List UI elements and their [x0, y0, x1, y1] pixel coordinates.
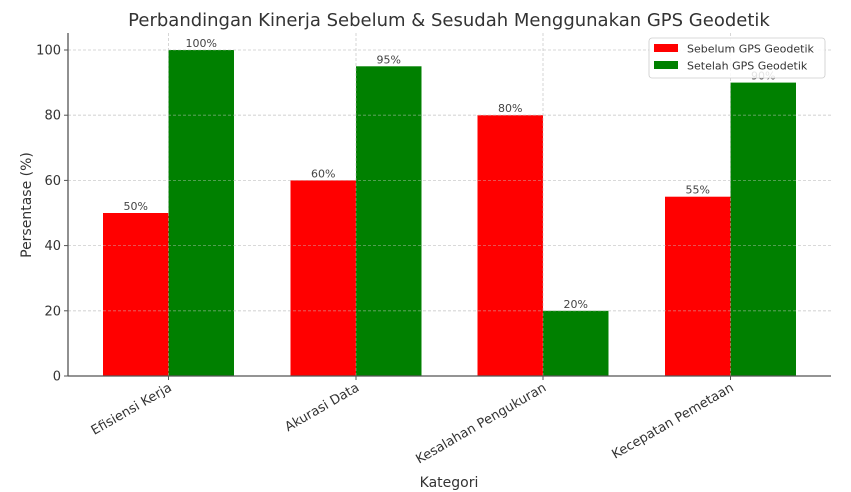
legend-label: Sebelum GPS Geodetik: [687, 43, 815, 56]
y-tick-label: 40: [44, 239, 61, 254]
legend-box: [648, 37, 826, 79]
bars-group: [103, 50, 796, 377]
grid-overlay: [68, 33, 831, 376]
x-tick-label: Efisiensi Kerja: [89, 380, 175, 438]
bar-value-label: 80%: [498, 102, 522, 115]
x-tick-label: Kecepatan Pemetaan: [610, 380, 737, 462]
y-tick-label: 80: [44, 109, 61, 124]
bar-value-label: 95%: [377, 53, 401, 66]
y-tick-label: 100: [36, 44, 61, 59]
legend-label: Setelah GPS Geodetik: [687, 60, 808, 73]
x-tick-label: Kesalahan Pengukuran: [414, 380, 549, 467]
bar-sebelum: [665, 196, 731, 376]
axes: [67, 33, 831, 377]
x-axis-label: Kategori: [420, 475, 479, 491]
bar-value-label: 60%: [311, 167, 335, 180]
y-tick-label: 20: [44, 304, 61, 319]
bar-setelah: [543, 310, 609, 376]
bar-sebelum: [103, 213, 169, 376]
bar-sebelum: [290, 180, 356, 376]
bar-setelah: [168, 50, 234, 376]
y-tick-label: 60: [44, 174, 61, 189]
legend-swatch: [654, 44, 678, 52]
bar-value-label: 100%: [186, 37, 217, 50]
x-axis-ticks: Efisiensi Kerja Akurasi Data Kesalahan Pen…: [89, 376, 737, 467]
legend-swatch: [654, 61, 678, 69]
bar-value-label: 50%: [124, 200, 148, 213]
legend: Sebelum GPS Geodetik Setelah GPS Geodetik: [648, 37, 826, 79]
y-axis-label: Persentase (%): [19, 152, 35, 258]
bar-setelah: [730, 82, 796, 376]
chart-title: Perbandingan Kinerja Sebelum & Sesudah M…: [128, 10, 770, 31]
bar-value-label: 20%: [564, 298, 588, 311]
bar-setelah: [356, 66, 422, 377]
x-tick-label: Akurasi Data: [282, 380, 362, 435]
y-axis-ticks: 0 20 40 60 80 100: [36, 44, 68, 385]
bar-value-label: 55%: [686, 184, 710, 197]
y-tick-label: 0: [53, 370, 61, 385]
